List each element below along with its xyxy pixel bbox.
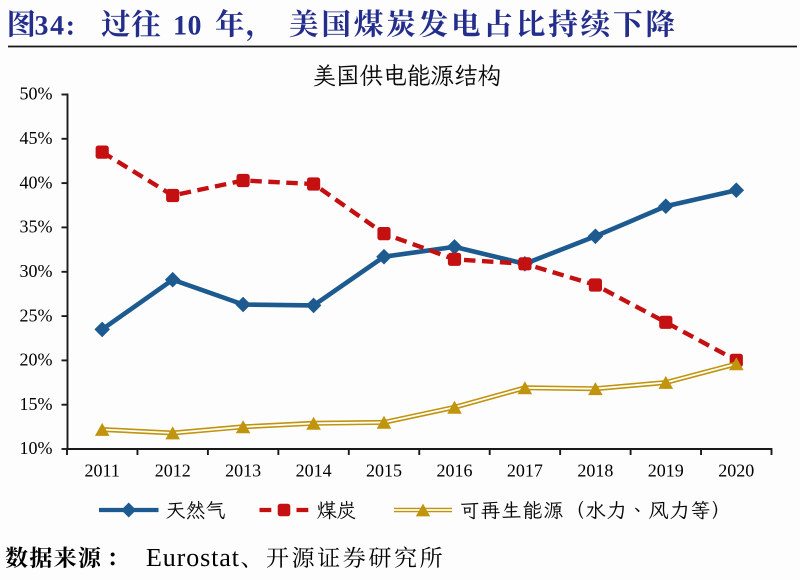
svg-text:10%: 10% — [20, 438, 53, 458]
svg-text:35%: 35% — [20, 217, 53, 237]
svg-text:50%: 50% — [20, 84, 53, 104]
svg-text:30%: 30% — [20, 261, 53, 281]
svg-text:25%: 25% — [20, 305, 53, 325]
svg-text:2011: 2011 — [85, 461, 120, 481]
svg-text:40%: 40% — [20, 172, 53, 192]
svg-text:45%: 45% — [20, 128, 53, 148]
svg-text:2012: 2012 — [155, 461, 191, 481]
svg-text:2016: 2016 — [437, 461, 473, 481]
svg-text:2020: 2020 — [718, 461, 754, 481]
svg-text:20%: 20% — [20, 350, 53, 370]
svg-text:2019: 2019 — [648, 461, 684, 481]
svg-text:2018: 2018 — [577, 461, 613, 481]
svg-text:2017: 2017 — [507, 461, 543, 481]
svg-text:15%: 15% — [20, 394, 53, 414]
svg-text:2013: 2013 — [225, 461, 261, 481]
svg-text:2015: 2015 — [366, 461, 402, 481]
svg-text:2014: 2014 — [296, 461, 332, 481]
